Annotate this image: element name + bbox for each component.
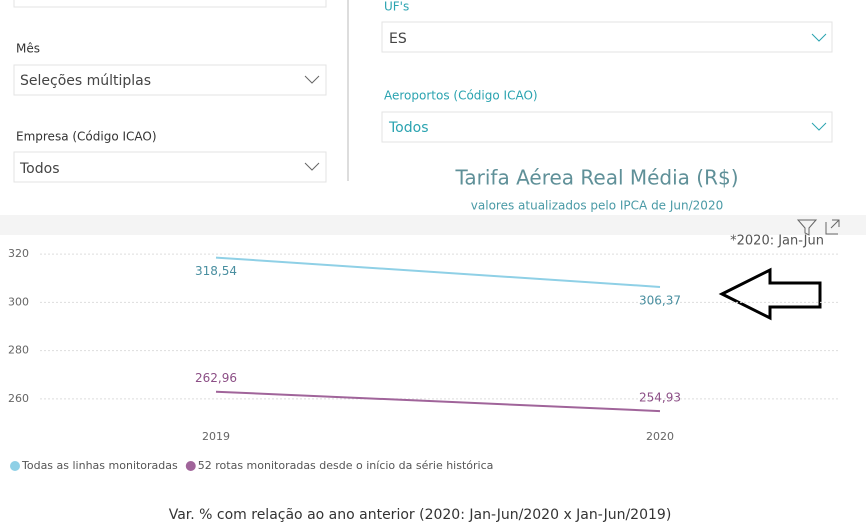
annotation: *2020: Jan-Jun [730, 234, 824, 249]
focus-icon[interactable] [825, 219, 840, 235]
chevron [811, 122, 827, 131]
chevron [811, 33, 827, 42]
legend-marker [185, 461, 196, 471]
footer: Var. % com relação ao ano anterior (2020… [169, 507, 672, 523]
dropdown[interactable] [13, 64, 327, 96]
dropdown[interactable] [381, 21, 833, 53]
chevron [304, 75, 320, 84]
data-label: 318,54 [195, 264, 237, 278]
filter-label: Empresa (Código ICAO) [16, 130, 157, 144]
dropdown-value: ES [389, 31, 407, 47]
arrow [718, 267, 822, 321]
line [215, 256, 661, 288]
dropdown-value: Seleções múltiplas [20, 73, 151, 89]
filter-icon[interactable] [796, 219, 818, 236]
legend-label: Todas as linhas monitoradas [21, 459, 178, 472]
data-label: 306,37 [639, 293, 681, 307]
legend-label: 52 rotas monitoradas desde o início da s… [198, 459, 494, 472]
data-label: 254,93 [639, 391, 681, 405]
visual-header [0, 215, 866, 235]
filter-label: Aeroportos (Código ICAO) [384, 89, 538, 103]
data-label: 262,96 [195, 371, 237, 385]
y-tick-label: 300 [8, 295, 29, 308]
chevron [304, 162, 320, 171]
dropdown[interactable] [381, 111, 833, 143]
chart-title: Tarifa Aérea Real Média (R$) [454, 166, 738, 190]
filter-label: Mês [16, 42, 40, 56]
line [215, 390, 661, 413]
y-tick-label: 280 [8, 344, 29, 357]
plot: 260 280 300 320 2019 2020 318,54 306,37 262,96 25… [8, 247, 840, 472]
filter-label: UF's [384, 0, 409, 14]
x-tick-label: 2019 [202, 430, 230, 443]
x-tick-label: 2020 [646, 430, 674, 443]
dropdown-value: Todos [19, 161, 59, 177]
y-tick-label: 260 [8, 392, 29, 405]
y-tick-label: 320 [8, 247, 29, 260]
chart-subtitle: valores atualizados pelo IPCA de Jun/202… [471, 199, 723, 213]
dropdown[interactable] [13, 151, 327, 183]
dropdown[interactable] [13, 0, 327, 8]
legend-marker [10, 461, 20, 471]
dropdown-value: Todos [388, 120, 428, 136]
